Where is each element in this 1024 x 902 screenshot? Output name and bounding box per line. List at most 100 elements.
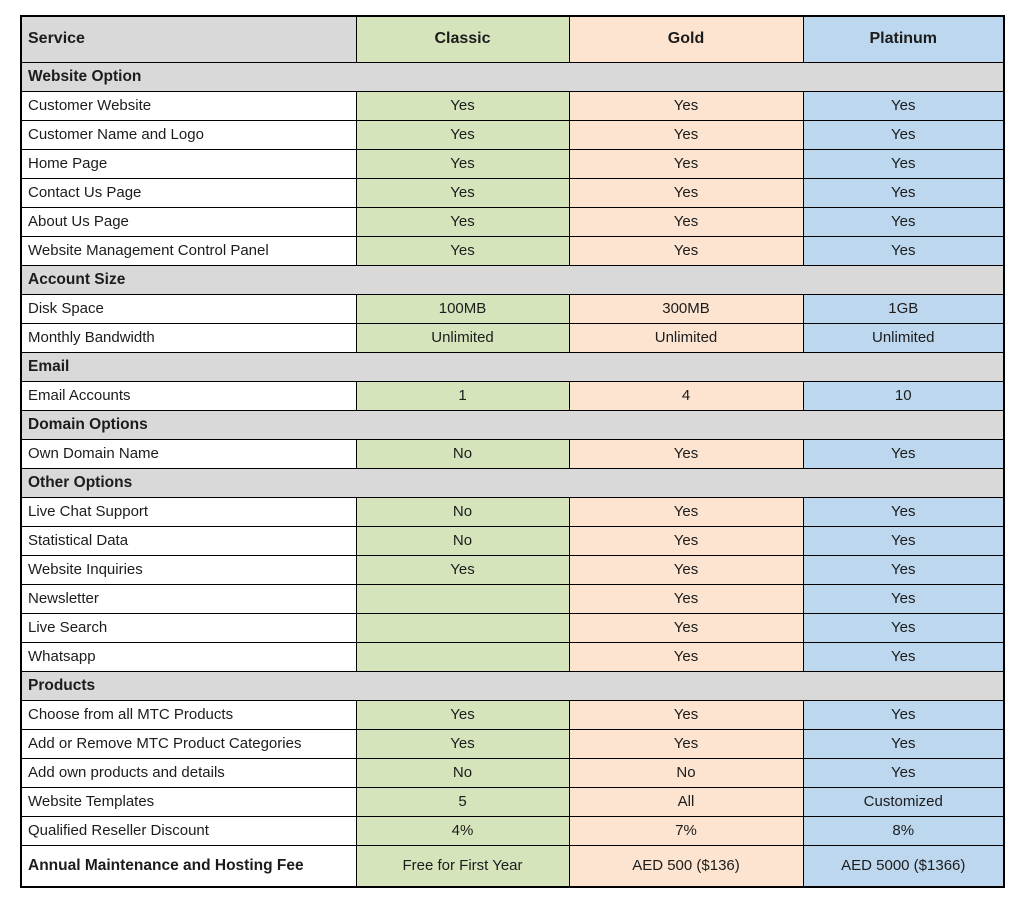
row-value — [355, 612, 570, 643]
row-label: Live Chat Support — [20, 496, 357, 527]
row-value: 300MB — [568, 293, 804, 324]
row-value: 7% — [568, 815, 804, 846]
row-value: Yes — [802, 525, 1005, 556]
section-title: Website Option — [20, 61, 1005, 92]
row-value: Yes — [568, 148, 804, 179]
row-value: Yes — [802, 641, 1005, 672]
footer-label: Annual Maintenance and Hosting Fee — [20, 844, 357, 888]
row-label: Newsletter — [20, 583, 357, 614]
row-value: Yes — [355, 90, 570, 121]
row-value: Yes — [355, 206, 570, 237]
row-value: Yes — [568, 699, 804, 730]
row-value: Yes — [802, 90, 1005, 121]
table-row: Customer Name and Logo Yes Yes Yes — [20, 119, 1005, 150]
row-label: Live Search — [20, 612, 357, 643]
row-value: Yes — [568, 641, 804, 672]
row-value: Yes — [802, 757, 1005, 788]
row-value: Yes — [355, 235, 570, 266]
row-value: Yes — [802, 235, 1005, 266]
row-label: Website Inquiries — [20, 554, 357, 585]
row-value: Yes — [568, 177, 804, 208]
row-value: Yes — [355, 699, 570, 730]
table-row: Live Search Yes Yes — [20, 612, 1005, 643]
row-value: Yes — [802, 699, 1005, 730]
row-label: Add or Remove MTC Product Categories — [20, 728, 357, 759]
row-label: Customer Name and Logo — [20, 119, 357, 150]
row-value: No — [355, 438, 570, 469]
row-value: Yes — [568, 438, 804, 469]
row-value — [355, 583, 570, 614]
row-value: Yes — [568, 119, 804, 150]
row-label: Add own products and details — [20, 757, 357, 788]
row-value: Yes — [568, 496, 804, 527]
row-label: Contact Us Page — [20, 177, 357, 208]
row-value: 1 — [355, 380, 570, 411]
section-title: Other Options — [20, 467, 1005, 498]
row-value: 5 — [355, 786, 570, 817]
row-label: Customer Website — [20, 90, 357, 121]
row-value: Yes — [802, 177, 1005, 208]
row-label: Choose from all MTC Products — [20, 699, 357, 730]
table-row: Add own products and details No No Yes — [20, 757, 1005, 788]
row-label: Whatsapp — [20, 641, 357, 672]
row-label: Disk Space — [20, 293, 357, 324]
row-value: Yes — [355, 554, 570, 585]
row-value: Customized — [802, 786, 1005, 817]
row-value: Unlimited — [802, 322, 1005, 353]
row-value: Yes — [802, 728, 1005, 759]
table-row: Website Templates 5 All Customized — [20, 786, 1005, 817]
table-row: Live Chat Support No Yes Yes — [20, 496, 1005, 527]
row-value: No — [568, 757, 804, 788]
row-value: All — [568, 786, 804, 817]
footer-row: Annual Maintenance and Hosting Fee Free f… — [20, 844, 1005, 888]
row-label: Monthly Bandwidth — [20, 322, 357, 353]
row-value: Yes — [355, 148, 570, 179]
section-row: Website Option — [20, 61, 1005, 92]
table-row: Email Accounts 1 4 10 — [20, 380, 1005, 411]
footer-value: AED 500 ($136) — [568, 844, 804, 888]
section-row: Products — [20, 670, 1005, 701]
header-row: Service Classic Gold Platinum — [20, 15, 1005, 63]
column-header-service: Service — [20, 15, 357, 63]
table-row: Disk Space 100MB 300MB 1GB — [20, 293, 1005, 324]
table-row: Website Management Control Panel Yes Yes Ye… — [20, 235, 1005, 266]
section-title: Account Size — [20, 264, 1005, 295]
row-value: No — [355, 757, 570, 788]
row-value: Yes — [802, 612, 1005, 643]
row-value: 100MB — [355, 293, 570, 324]
row-value: Yes — [355, 177, 570, 208]
row-value: Yes — [802, 206, 1005, 237]
footer-value: Free for First Year — [355, 844, 570, 888]
row-value: Yes — [568, 612, 804, 643]
table-row: Own Domain Name No Yes Yes — [20, 438, 1005, 469]
row-value: Yes — [568, 554, 804, 585]
row-value: Unlimited — [568, 322, 804, 353]
row-value: Yes — [802, 583, 1005, 614]
row-value: 4 — [568, 380, 804, 411]
row-value: Yes — [802, 119, 1005, 150]
section-row: Domain Options — [20, 409, 1005, 440]
row-value: Yes — [802, 438, 1005, 469]
row-value: Yes — [802, 496, 1005, 527]
row-label: Home Page — [20, 148, 357, 179]
table-row: Website Inquiries Yes Yes Yes — [20, 554, 1005, 585]
row-value: 1GB — [802, 293, 1005, 324]
table-row: Customer Website Yes Yes Yes — [20, 90, 1005, 121]
section-row: Other Options — [20, 467, 1005, 498]
row-label: Website Templates — [20, 786, 357, 817]
section-title: Domain Options — [20, 409, 1005, 440]
row-value: 8% — [802, 815, 1005, 846]
row-value: No — [355, 525, 570, 556]
table-row: Monthly Bandwidth Unlimited Unlimited Unlim… — [20, 322, 1005, 353]
row-value: Unlimited — [355, 322, 570, 353]
row-value: Yes — [568, 90, 804, 121]
row-label: Website Management Control Panel — [20, 235, 357, 266]
row-value: Yes — [802, 148, 1005, 179]
row-label: Email Accounts — [20, 380, 357, 411]
table-row: Whatsapp Yes Yes — [20, 641, 1005, 672]
row-value — [355, 641, 570, 672]
section-title: Email — [20, 351, 1005, 382]
table-row: Choose from all MTC Products Yes Yes Yes — [20, 699, 1005, 730]
column-header-classic: Classic — [355, 15, 570, 63]
